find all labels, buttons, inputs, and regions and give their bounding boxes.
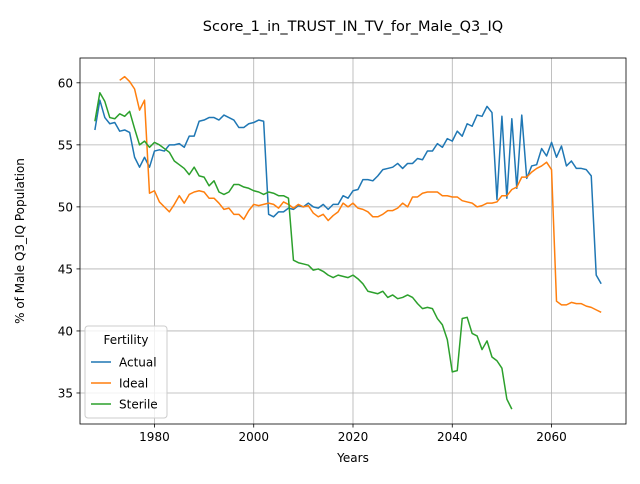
legend-label-ideal: Ideal — [119, 377, 148, 391]
x-tick-label: 1980 — [139, 430, 170, 444]
x-axis-label: Years — [336, 451, 369, 465]
chart-title: Score_1_in_TRUST_IN_TV_for_Male_Q3_IQ — [203, 19, 503, 35]
series-line-actual — [94, 99, 602, 285]
series-line-sterile — [94, 91, 513, 410]
y-tick-label: 50 — [58, 200, 73, 214]
y-tick-label: 35 — [58, 386, 73, 400]
y-tick-label: 40 — [58, 324, 73, 338]
x-tick-label: 2040 — [437, 430, 468, 444]
series-line-ideal — [119, 75, 602, 314]
legend-box — [84, 325, 168, 419]
x-tick-label: 2020 — [338, 430, 369, 444]
gridlines — [80, 58, 626, 424]
x-axis: 1980 2000 2020 2040 2060 — [139, 424, 567, 444]
legend-label-actual: Actual — [119, 356, 157, 370]
legend-title: Fertility — [103, 333, 148, 347]
y-axis-label: % of Male Q3_IQ Population — [13, 158, 27, 324]
series-lines — [94, 75, 602, 410]
x-tick-label: 2060 — [536, 430, 567, 444]
y-tick-label: 45 — [58, 262, 73, 276]
legend-label-sterile: Sterile — [119, 398, 158, 412]
legend: Fertility Actual Ideal Sterile — [84, 325, 168, 419]
y-tick-label: 55 — [58, 138, 73, 152]
y-axis: 35 40 45 50 55 60 — [58, 76, 80, 400]
x-tick-label: 2000 — [238, 430, 269, 444]
y-tick-label: 60 — [58, 76, 73, 90]
